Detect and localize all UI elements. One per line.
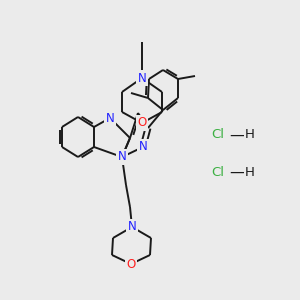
Text: N: N — [128, 220, 136, 233]
Text: Cl: Cl — [212, 128, 224, 142]
Text: Cl: Cl — [212, 166, 224, 178]
Text: O: O — [126, 257, 136, 271]
Text: —: — — [230, 164, 244, 179]
Text: H: H — [245, 166, 255, 178]
Text: O: O — [137, 116, 147, 130]
Text: N: N — [118, 151, 126, 164]
Text: N: N — [138, 71, 146, 85]
Text: —: — — [230, 128, 244, 142]
Text: N: N — [106, 112, 114, 124]
Text: H: H — [245, 128, 255, 142]
Text: N: N — [139, 140, 147, 154]
